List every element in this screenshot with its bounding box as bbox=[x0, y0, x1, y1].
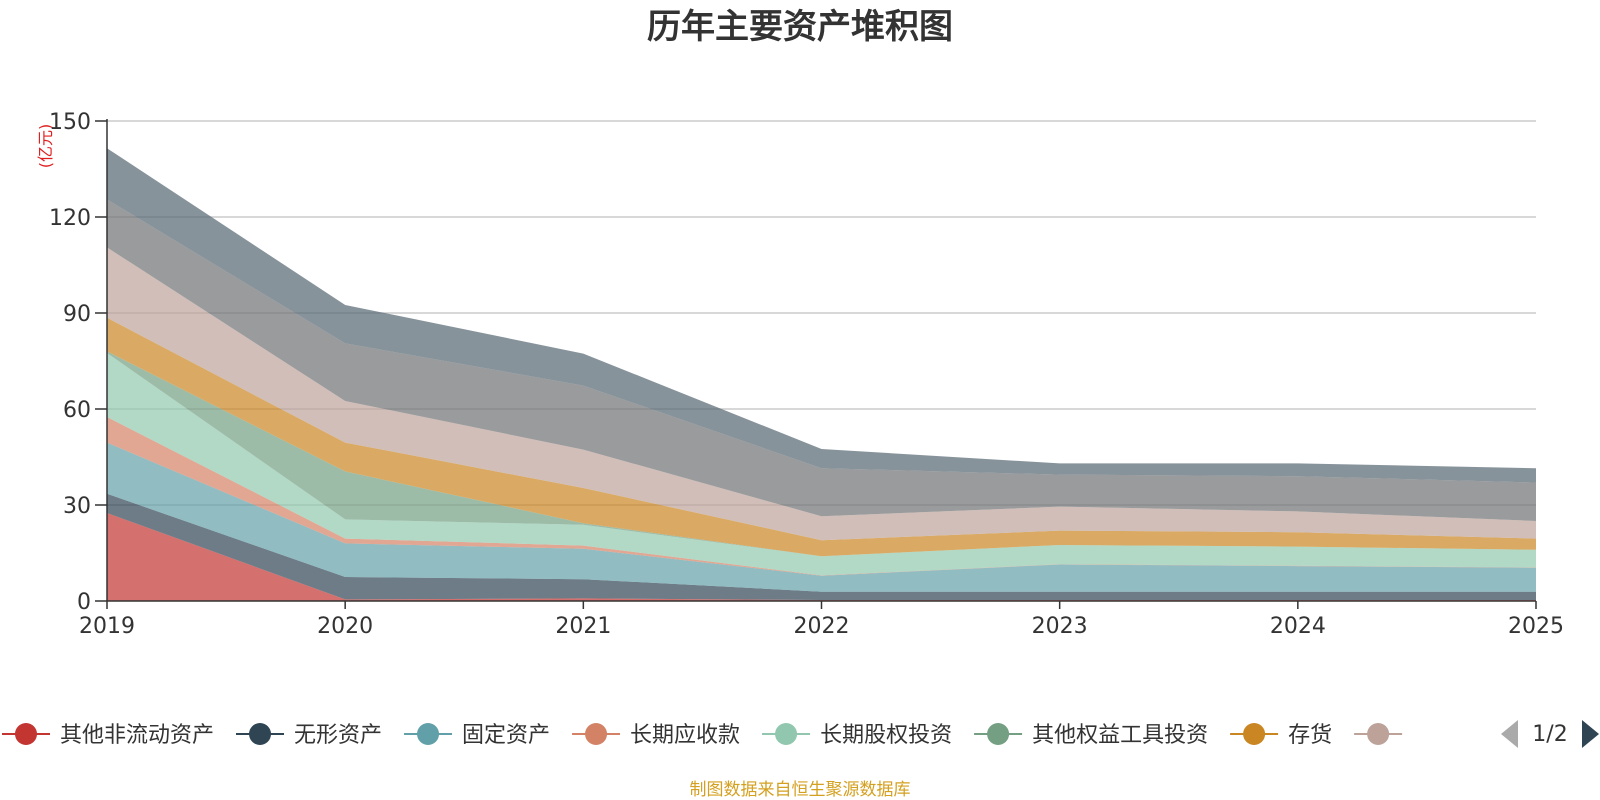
legend-circle-icon bbox=[987, 723, 1010, 745]
legend-label: 固定资产 bbox=[462, 723, 550, 748]
legend-circle-icon bbox=[417, 723, 440, 745]
legend-item-6[interactable]: 其他权益工具投资 bbox=[974, 723, 1208, 748]
legend-pager: 1/2 bbox=[1501, 720, 1599, 748]
area-series-3[interactable] bbox=[107, 442, 1536, 592]
y-tick-label: 60 bbox=[63, 398, 91, 423]
legend-circle-icon bbox=[775, 723, 798, 745]
legend-circle-icon bbox=[1243, 723, 1266, 745]
x-tick-label: 2024 bbox=[1270, 614, 1326, 639]
area-series-1[interactable] bbox=[107, 513, 1536, 601]
y-tick-label: 90 bbox=[63, 302, 91, 327]
legend-circle-icon bbox=[249, 723, 272, 745]
legend-item-1[interactable]: 其他非流动资产 bbox=[2, 723, 214, 748]
axes: 0 30 60 90 120 150 2019 2020 2021 2022 2023 2024 202… bbox=[49, 110, 1564, 639]
x-tick-label: 2022 bbox=[794, 614, 850, 639]
x-tick-label: 2023 bbox=[1032, 614, 1088, 639]
triangle-right-icon[interactable] bbox=[1582, 720, 1599, 748]
legend-circle-icon bbox=[1367, 723, 1390, 745]
legend-item-4[interactable]: 长期应收款 bbox=[572, 723, 740, 748]
source-note: 制图数据来自恒生聚源数据库 bbox=[690, 780, 911, 800]
area-series-layer bbox=[107, 148, 1536, 601]
area-series-10[interactable] bbox=[107, 148, 1536, 483]
area-series-9[interactable] bbox=[107, 199, 1536, 521]
legend-circle-icon bbox=[585, 723, 608, 745]
legend: 其他非流动资产 无形资产 固定资产 长期应收款 长期股权投资 其他权益工具投资 存货 bbox=[2, 723, 1403, 748]
legend-item-5[interactable]: 长期股权投资 bbox=[762, 723, 952, 748]
legend-label: 长期应收款 bbox=[630, 723, 740, 748]
legend-item-2[interactable]: 无形资产 bbox=[236, 723, 382, 748]
legend-label: 其他权益工具投资 bbox=[1032, 723, 1208, 748]
chart-title: 历年主要资产堆积图 bbox=[647, 7, 953, 47]
y-tick-label: 0 bbox=[77, 590, 91, 615]
legend-label: 存货 bbox=[1288, 723, 1332, 748]
legend-page-indicator: 1/2 bbox=[1532, 722, 1567, 747]
triangle-left-icon[interactable] bbox=[1501, 720, 1518, 748]
legend-label: 其他非流动资产 bbox=[60, 723, 214, 748]
legend-item-3[interactable]: 固定资产 bbox=[404, 723, 550, 748]
area-series-7[interactable] bbox=[107, 317, 1536, 557]
legend-circle-icon bbox=[15, 723, 37, 745]
legend-item-7[interactable]: 存货 bbox=[1230, 723, 1332, 748]
x-tick-label: 2021 bbox=[555, 614, 611, 639]
area-series-5[interactable] bbox=[107, 353, 1536, 576]
y-tick-label: 120 bbox=[49, 206, 91, 231]
x-tick-label: 2019 bbox=[79, 614, 135, 639]
x-tick-label: 2025 bbox=[1508, 614, 1564, 639]
legend-label: 长期股权投资 bbox=[820, 723, 952, 748]
legend-label: 无形资产 bbox=[294, 723, 382, 748]
legend-item-8-partial[interactable] bbox=[1354, 723, 1403, 745]
x-tick-label: 2020 bbox=[317, 614, 373, 639]
area-series-6[interactable] bbox=[107, 351, 1536, 557]
y-axis-unit-label: (亿元) bbox=[36, 124, 55, 169]
y-tick-label: 150 bbox=[49, 110, 91, 135]
y-tick-label: 30 bbox=[63, 494, 91, 519]
